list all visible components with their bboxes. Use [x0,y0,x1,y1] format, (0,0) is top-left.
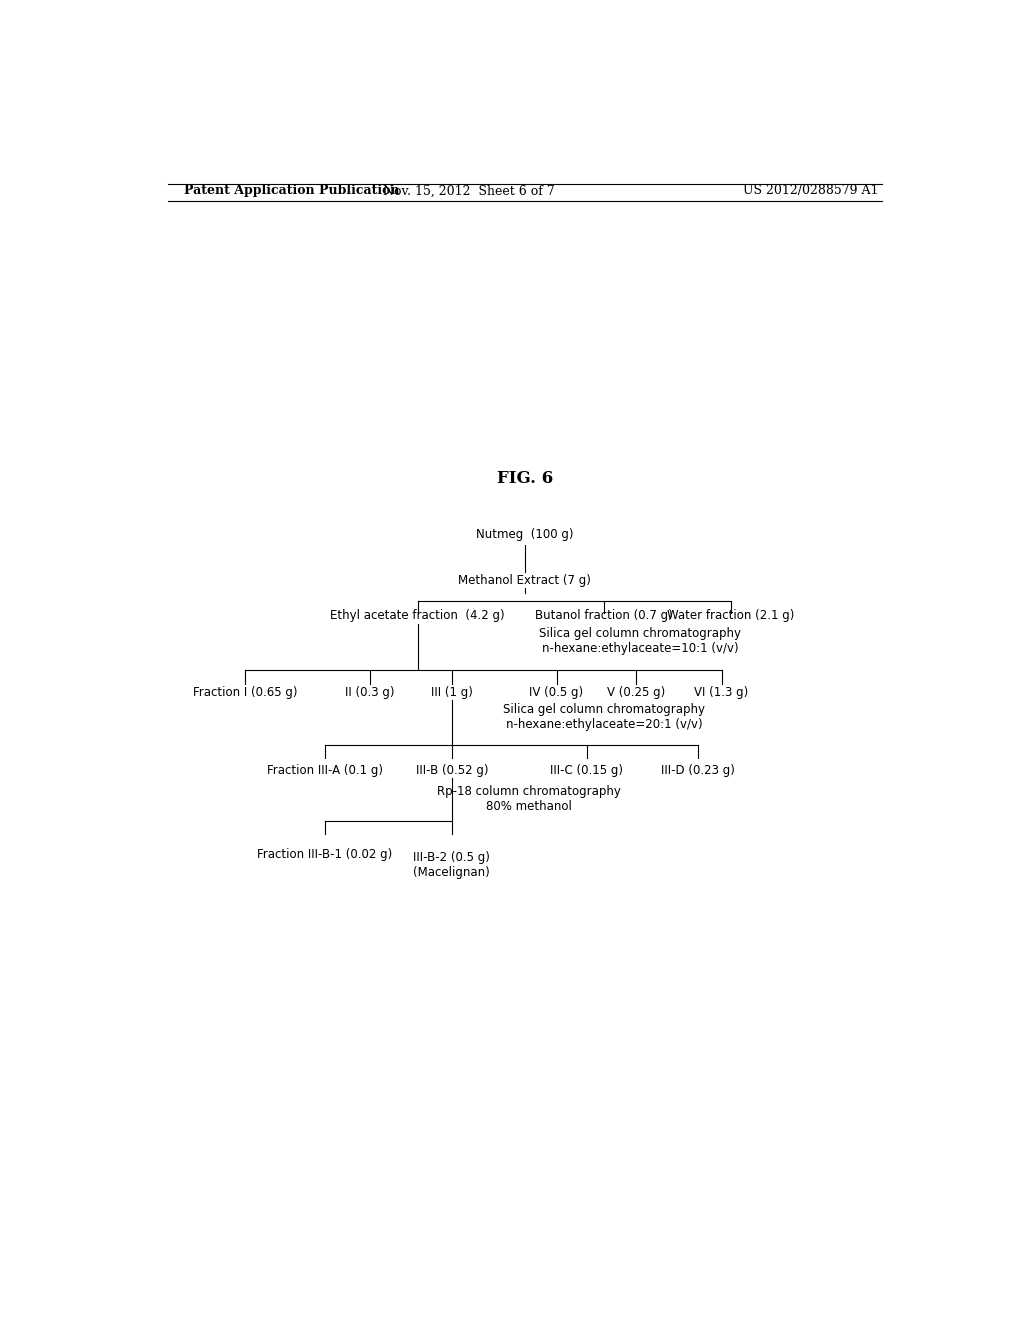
Text: Methanol Extract (7 g): Methanol Extract (7 g) [459,574,591,586]
Text: III-B-2 (0.5 g)
(Macelignan): III-B-2 (0.5 g) (Macelignan) [414,851,490,879]
Text: Fraction III-B-1 (0.02 g): Fraction III-B-1 (0.02 g) [257,849,392,861]
Text: Nutmeg  (100 g): Nutmeg (100 g) [476,528,573,541]
Text: VI (1.3 g): VI (1.3 g) [694,685,749,698]
Text: IV (0.5 g): IV (0.5 g) [529,685,584,698]
Text: Nov. 15, 2012  Sheet 6 of 7: Nov. 15, 2012 Sheet 6 of 7 [383,185,555,198]
Text: Fraction I (0.65 g): Fraction I (0.65 g) [194,685,298,698]
Text: Water fraction (2.1 g): Water fraction (2.1 g) [668,610,795,622]
Text: III-C (0.15 g): III-C (0.15 g) [550,764,624,776]
Text: Rp-18 column chromatography
80% methanol: Rp-18 column chromatography 80% methanol [437,784,621,813]
Text: III-B (0.52 g): III-B (0.52 g) [416,764,488,776]
Text: Silica gel column chromatography
n-hexane:ethylaceate=20:1 (v/v): Silica gel column chromatography n-hexan… [503,704,706,731]
Text: V (0.25 g): V (0.25 g) [607,685,665,698]
Text: Ethyl acetate fraction  (4.2 g): Ethyl acetate fraction (4.2 g) [331,610,505,622]
Text: Patent Application Publication: Patent Application Publication [183,185,399,198]
Text: Silica gel column chromatography
n-hexane:ethylaceate=10:1 (v/v): Silica gel column chromatography n-hexan… [539,627,741,655]
Text: US 2012/0288579 A1: US 2012/0288579 A1 [742,185,879,198]
Text: FIG. 6: FIG. 6 [497,470,553,487]
Text: III-D (0.23 g): III-D (0.23 g) [660,764,735,776]
Text: III (1 g): III (1 g) [431,685,473,698]
Text: Fraction III-A (0.1 g): Fraction III-A (0.1 g) [267,764,383,776]
Text: II (0.3 g): II (0.3 g) [345,685,395,698]
Text: Butanol fraction (0.7 g): Butanol fraction (0.7 g) [536,610,673,622]
